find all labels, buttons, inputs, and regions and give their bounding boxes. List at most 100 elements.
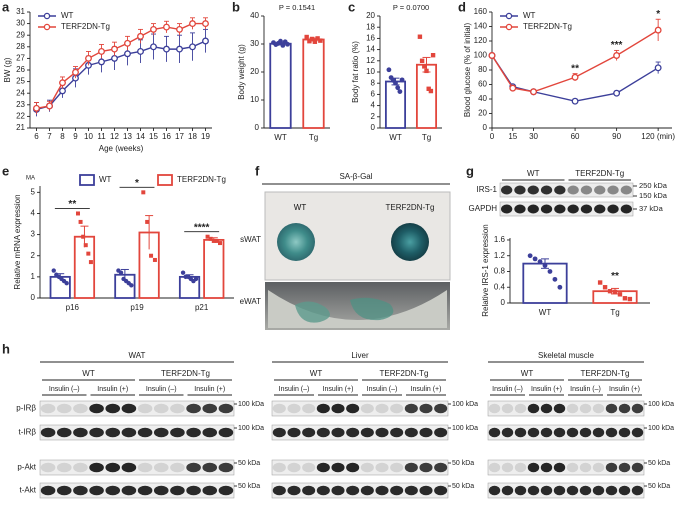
y-tick-label: 2 bbox=[31, 251, 36, 260]
band bbox=[514, 185, 526, 195]
data-point bbox=[180, 270, 186, 275]
genotype-label: WT bbox=[82, 369, 95, 378]
point bbox=[72, 68, 79, 76]
bar bbox=[203, 238, 225, 299]
legend-label: WT bbox=[99, 175, 112, 184]
data-point bbox=[278, 38, 283, 44]
data-point bbox=[607, 288, 613, 294]
y-tick-label: 1.2 bbox=[494, 251, 506, 260]
data-point bbox=[211, 238, 216, 243]
legend-label: TERF2DN-Tg bbox=[177, 175, 226, 184]
y-tick-label: 29 bbox=[16, 30, 25, 39]
marker-label: 50 kDa bbox=[452, 483, 474, 490]
band bbox=[272, 462, 286, 473]
series-line bbox=[36, 22, 206, 109]
panel-letter: f bbox=[255, 163, 260, 178]
band bbox=[631, 462, 644, 473]
data-point bbox=[617, 292, 623, 297]
y-tick-label: 1 bbox=[31, 272, 36, 281]
data-point bbox=[285, 41, 290, 47]
band bbox=[170, 403, 185, 414]
y-tick-label: 80 bbox=[478, 65, 487, 74]
band bbox=[360, 485, 374, 496]
blot-strip bbox=[487, 400, 645, 417]
band bbox=[137, 427, 153, 438]
y-axis-label: Body weight (g) bbox=[237, 44, 246, 100]
y-tick-label: 0 bbox=[255, 123, 260, 132]
photo-frame bbox=[264, 191, 451, 281]
bar bbox=[269, 42, 292, 129]
group-label: WT bbox=[527, 169, 540, 178]
condition-label: Insulin (+) bbox=[323, 386, 354, 393]
point bbox=[59, 79, 66, 87]
band bbox=[488, 403, 501, 414]
band bbox=[553, 403, 566, 414]
band bbox=[137, 485, 153, 496]
data-point bbox=[75, 211, 80, 216]
blot-strip bbox=[487, 424, 645, 441]
blot-strip bbox=[39, 400, 235, 417]
row-label: t-Akt bbox=[20, 486, 37, 495]
y-tick-label: 0.8 bbox=[494, 267, 506, 276]
group-title: Liver bbox=[351, 351, 369, 360]
data-point bbox=[309, 36, 315, 42]
point bbox=[530, 88, 537, 96]
data-point bbox=[145, 219, 150, 224]
band bbox=[567, 185, 579, 195]
band bbox=[527, 485, 540, 496]
x-tick-label: 60 bbox=[571, 132, 580, 141]
x-tick-label: 12 bbox=[110, 132, 119, 141]
band bbox=[40, 427, 56, 438]
condition-label: Insulin (+) bbox=[411, 386, 442, 393]
x-tick-label: WT bbox=[389, 133, 402, 142]
data-point bbox=[612, 289, 618, 295]
band bbox=[89, 485, 104, 496]
y-tick-label: 40 bbox=[250, 11, 259, 20]
band bbox=[419, 462, 433, 473]
band bbox=[501, 485, 514, 496]
marker-label: 100 kDa bbox=[238, 425, 264, 432]
band bbox=[287, 485, 301, 496]
data-point bbox=[217, 241, 222, 246]
tissue bbox=[277, 223, 315, 261]
row-label: eWAT bbox=[240, 297, 261, 306]
band bbox=[592, 403, 605, 414]
significance: * bbox=[135, 178, 139, 189]
band bbox=[540, 462, 553, 473]
data-point bbox=[152, 257, 157, 262]
band bbox=[434, 427, 448, 438]
band bbox=[40, 485, 56, 496]
data-point bbox=[622, 296, 628, 301]
point bbox=[189, 43, 196, 51]
band bbox=[331, 403, 345, 414]
group-title: Skeletal muscle bbox=[538, 351, 595, 360]
y-tick-label: 10 bbox=[366, 67, 375, 76]
band bbox=[360, 403, 374, 414]
x-tick-label: 120 (min) bbox=[641, 132, 675, 141]
condition-label: Insulin (+) bbox=[609, 386, 640, 393]
band bbox=[360, 427, 374, 438]
band bbox=[501, 204, 513, 214]
x-tick-label: 18 bbox=[188, 132, 197, 141]
x-tick-label: p16 bbox=[66, 303, 80, 312]
panel-letter: d bbox=[458, 0, 466, 14]
condition-label: Insulin (–) bbox=[279, 386, 310, 393]
point bbox=[124, 50, 131, 58]
y-tick-label: 16 bbox=[366, 34, 375, 43]
y-tick-label: 8 bbox=[371, 78, 376, 87]
genotype-label: WT bbox=[310, 369, 323, 378]
panel-title: SA-β-Gal bbox=[339, 172, 372, 181]
legend-swatch bbox=[79, 174, 95, 186]
condition-label: Insulin (–) bbox=[49, 386, 80, 393]
condition-label: Insulin (+) bbox=[97, 386, 128, 393]
y-tick-label: 3 bbox=[31, 230, 36, 239]
band bbox=[73, 403, 88, 414]
band bbox=[618, 462, 631, 473]
band bbox=[605, 403, 618, 414]
data-point bbox=[537, 259, 543, 265]
y-tick-label: 0.4 bbox=[494, 282, 506, 291]
y-tick-label: 14 bbox=[366, 45, 375, 54]
group-label: TERF2DN-Tg bbox=[575, 169, 624, 178]
band bbox=[186, 403, 201, 414]
